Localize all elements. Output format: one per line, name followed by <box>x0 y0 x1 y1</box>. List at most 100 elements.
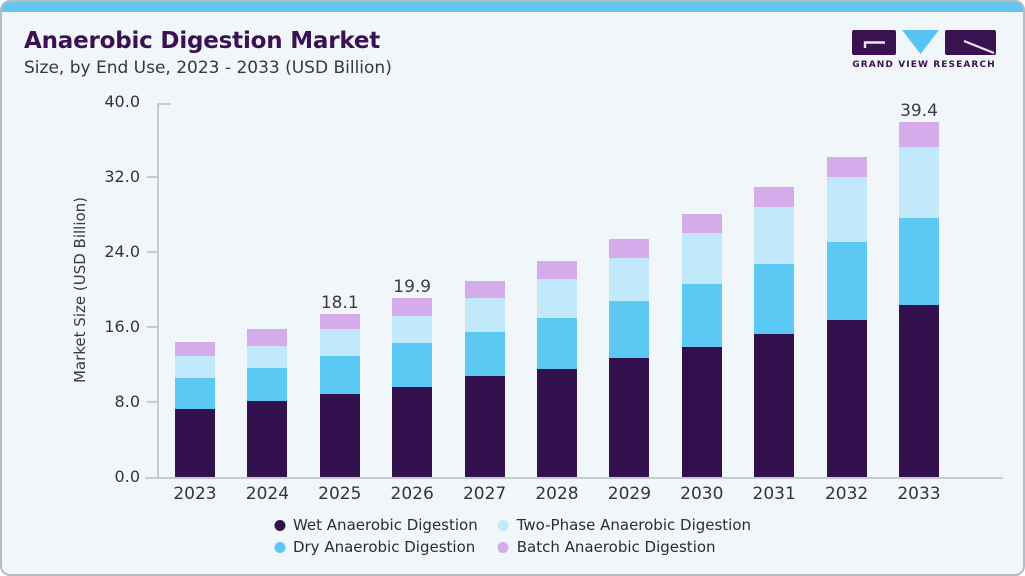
y-tick-label: 8.0 <box>114 392 140 411</box>
y-tick-label: 16.0 <box>104 317 140 336</box>
bar-segment <box>754 207 795 264</box>
bar-segment <box>537 279 577 318</box>
bar-segment <box>464 297 505 333</box>
y-axis-line <box>157 103 159 478</box>
y-tick-label: 32.0 <box>104 167 140 186</box>
brand-logo: GRAND VIEW RESEARCH <box>851 29 997 70</box>
y-tick-mark <box>147 176 157 178</box>
gvr-logo-mark <box>852 30 996 55</box>
bar-segment <box>247 329 288 346</box>
page-subtitle: Size, by End Use, 2023 - 2033 (USD Billi… <box>24 58 392 79</box>
bar-segment <box>175 356 215 379</box>
bar-segment <box>681 346 722 477</box>
bar-segment <box>681 283 722 347</box>
bar-segment <box>826 242 867 320</box>
y-tick-label: 40.0 <box>104 92 140 111</box>
x-tick-label: 2027 <box>462 484 507 504</box>
bar-group-2028 <box>537 261 577 477</box>
brand-logo-text: GRAND VIEW RESEARCH <box>852 60 996 70</box>
x-tick-label: 2029 <box>607 484 652 504</box>
bar-segment <box>175 378 215 409</box>
y-axis-title: Market Size (USD Billion) <box>71 196 89 384</box>
bar-segment <box>609 358 650 477</box>
y-tick-label: 24.0 <box>104 242 140 261</box>
bar-group-2033 <box>899 122 939 477</box>
y-tick-label: 0.0 <box>114 467 140 486</box>
top-accent-bar <box>2 2 1023 12</box>
bar-group-2030 <box>681 214 722 477</box>
bar-value-label: 19.9 <box>393 276 432 297</box>
bar-segment <box>537 369 577 477</box>
bar-segment <box>175 408 215 477</box>
legend-dot-icon <box>273 519 285 531</box>
legend-item: Wet Anaerobic Digestion <box>273 515 478 535</box>
x-tick-label: 2030 <box>680 484 724 504</box>
bar-group-2029 <box>609 238 650 477</box>
y-tick-mark <box>147 326 157 328</box>
bar-segment <box>392 387 433 477</box>
bar-segment <box>247 400 288 477</box>
bar-segment <box>899 217 939 306</box>
bar-segment <box>464 280 505 298</box>
bar-group-2023 <box>175 342 215 477</box>
bar-segment <box>826 319 867 477</box>
y-tick-mark <box>147 401 157 403</box>
chart-legend: Wet Anaerobic Digestion Two-Phase Anaerob… <box>273 515 752 557</box>
bar-segment <box>319 329 360 357</box>
page-title: Anaerobic Digestion Market <box>24 28 381 54</box>
y-axis-top-cap <box>157 103 171 105</box>
chart-header: Anaerobic Digestion Market Size, by End … <box>24 28 392 79</box>
bar-segment <box>609 258 650 301</box>
legend-item: Batch Anaerobic Digestion <box>497 537 751 557</box>
bar-value-label: 18.1 <box>320 293 359 314</box>
bar-segment <box>537 261 577 280</box>
bar-segment <box>681 214 722 234</box>
bar-segment <box>319 314 360 330</box>
x-tick-label: 2023 <box>173 484 217 504</box>
bar-segment <box>899 305 939 477</box>
x-tick-label: 2024 <box>245 484 290 504</box>
legend-label: Two-Phase Anaerobic Digestion <box>516 516 752 534</box>
bar-segment <box>754 263 795 334</box>
bar-segment <box>392 297 433 316</box>
bar-segment <box>681 233 722 284</box>
legend-dot-icon <box>497 541 509 553</box>
bar-value-label: 39.4 <box>900 101 938 122</box>
bar-segment <box>826 177 867 243</box>
bar-group-2026 <box>392 297 433 477</box>
x-axis-line <box>145 477 1003 479</box>
bar-group-2025 <box>319 314 360 477</box>
x-tick-label: 2026 <box>390 484 434 504</box>
bar-segment <box>319 394 360 477</box>
legend-item: Two-Phase Anaerobic Digestion <box>497 515 752 535</box>
legend-label: Batch Anaerobic Digestion <box>516 538 716 556</box>
bar-segment <box>175 342 215 357</box>
bar-segment <box>609 238 650 259</box>
bar-segment <box>899 146 939 218</box>
x-tick-label: 2028 <box>535 484 579 504</box>
legend-label: Dry Anaerobic Digestion <box>292 538 476 556</box>
bar-segment <box>464 332 505 377</box>
x-tick-label: 2033 <box>897 484 941 504</box>
bar-segment <box>826 156 867 178</box>
bar-segment <box>319 356 360 395</box>
bar-group-2027 <box>464 280 505 477</box>
bar-group-2024 <box>247 329 288 477</box>
bar-segment <box>392 342 433 387</box>
bar-segment <box>392 315 433 343</box>
bar-group-2031 <box>754 187 795 477</box>
bar-segment <box>754 333 795 477</box>
bar-segment <box>464 376 505 477</box>
legend-item: Dry Anaerobic Digestion <box>273 537 478 557</box>
bar-segment <box>609 300 650 359</box>
legend-label: Wet Anaerobic Digestion <box>292 516 478 534</box>
bar-segment <box>754 187 795 208</box>
legend-dot-icon <box>273 541 285 553</box>
y-tick-mark <box>147 251 157 253</box>
legend-dot-icon <box>497 519 509 531</box>
bar-segment <box>899 122 939 147</box>
x-tick-label: 2032 <box>824 484 869 504</box>
bar-segment <box>247 368 288 401</box>
